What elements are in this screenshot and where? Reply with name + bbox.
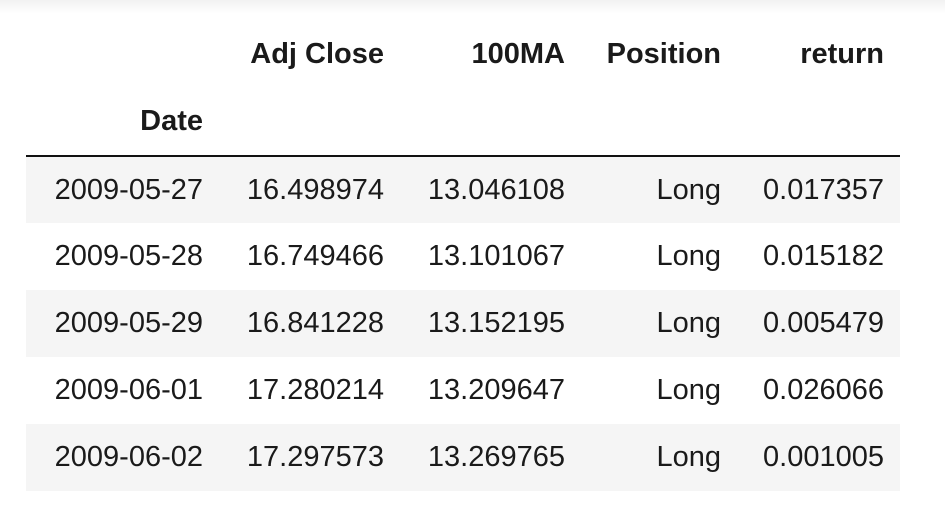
- cell-return: 0.017357: [763, 173, 884, 206]
- cell-adj-close: 16.498974: [246, 173, 384, 206]
- cell-adj-close: 16.749466: [246, 240, 384, 272]
- row-date: 2009-06-01: [54, 374, 203, 406]
- cell-return: 0.026066: [763, 374, 884, 406]
- cell-return: 0.005479: [763, 307, 884, 339]
- top-edge-shadow: [0, 0, 945, 14]
- row-date: 2009-05-28: [54, 240, 203, 272]
- cell-return: 0.001005: [763, 441, 884, 473]
- index-name-header: Date: [26, 88, 219, 157]
- empty-header-cell: [219, 88, 400, 157]
- table-header: Adj Close 100MA Position return Date: [26, 20, 900, 157]
- table-row: 2009-06-02 17.297573 13.269765 Long 0.00…: [26, 424, 900, 491]
- row-date: 2009-05-29: [54, 307, 203, 339]
- table-row: 2009-05-29 16.841228 13.152195 Long 0.00…: [26, 290, 900, 357]
- table-row: 2009-06-01 17.280214 13.209647 Long 0.02…: [26, 357, 900, 424]
- cell-position: Long: [656, 240, 721, 272]
- table-row: 2009-05-27 16.498974 13.046108 Long 0.01…: [26, 156, 900, 223]
- cell-100ma: 13.046108: [427, 173, 565, 206]
- empty-header-cell: [581, 88, 737, 157]
- cell-adj-close: 17.297573: [246, 441, 384, 473]
- empty-header-cell: [400, 88, 581, 157]
- cell-100ma: 13.209647: [427, 374, 565, 406]
- cell-position: Long: [656, 374, 721, 406]
- index-name-row: Date: [26, 88, 900, 157]
- column-header-return: return: [800, 37, 884, 70]
- cell-position: Long: [656, 441, 721, 473]
- row-date: 2009-05-27: [54, 173, 203, 206]
- table-row: 2009-05-28 16.749466 13.101067 Long 0.01…: [26, 223, 900, 290]
- index-corner-cell: [26, 20, 219, 88]
- cell-100ma: 13.269765: [427, 441, 565, 473]
- column-header-position: Position: [606, 37, 721, 70]
- cell-100ma: 13.152195: [427, 307, 565, 339]
- column-header-100ma: 100MA: [471, 37, 566, 70]
- row-date: 2009-06-02: [54, 441, 203, 473]
- cell-adj-close: 17.280214: [246, 374, 384, 406]
- table-body: 2009-05-27 16.498974 13.046108 Long 0.01…: [26, 156, 900, 491]
- dataframe-table: Adj Close 100MA Position return Date 200…: [26, 20, 900, 491]
- cell-position: Long: [656, 173, 721, 206]
- column-header-adj-close: Adj Close: [250, 37, 384, 70]
- cell-100ma: 13.101067: [427, 240, 565, 272]
- cell-position: Long: [656, 307, 721, 339]
- cell-adj-close: 16.841228: [246, 307, 384, 339]
- column-header-row: Adj Close 100MA Position return: [26, 20, 900, 88]
- cell-return: 0.015182: [763, 240, 884, 272]
- empty-header-cell: [737, 88, 900, 157]
